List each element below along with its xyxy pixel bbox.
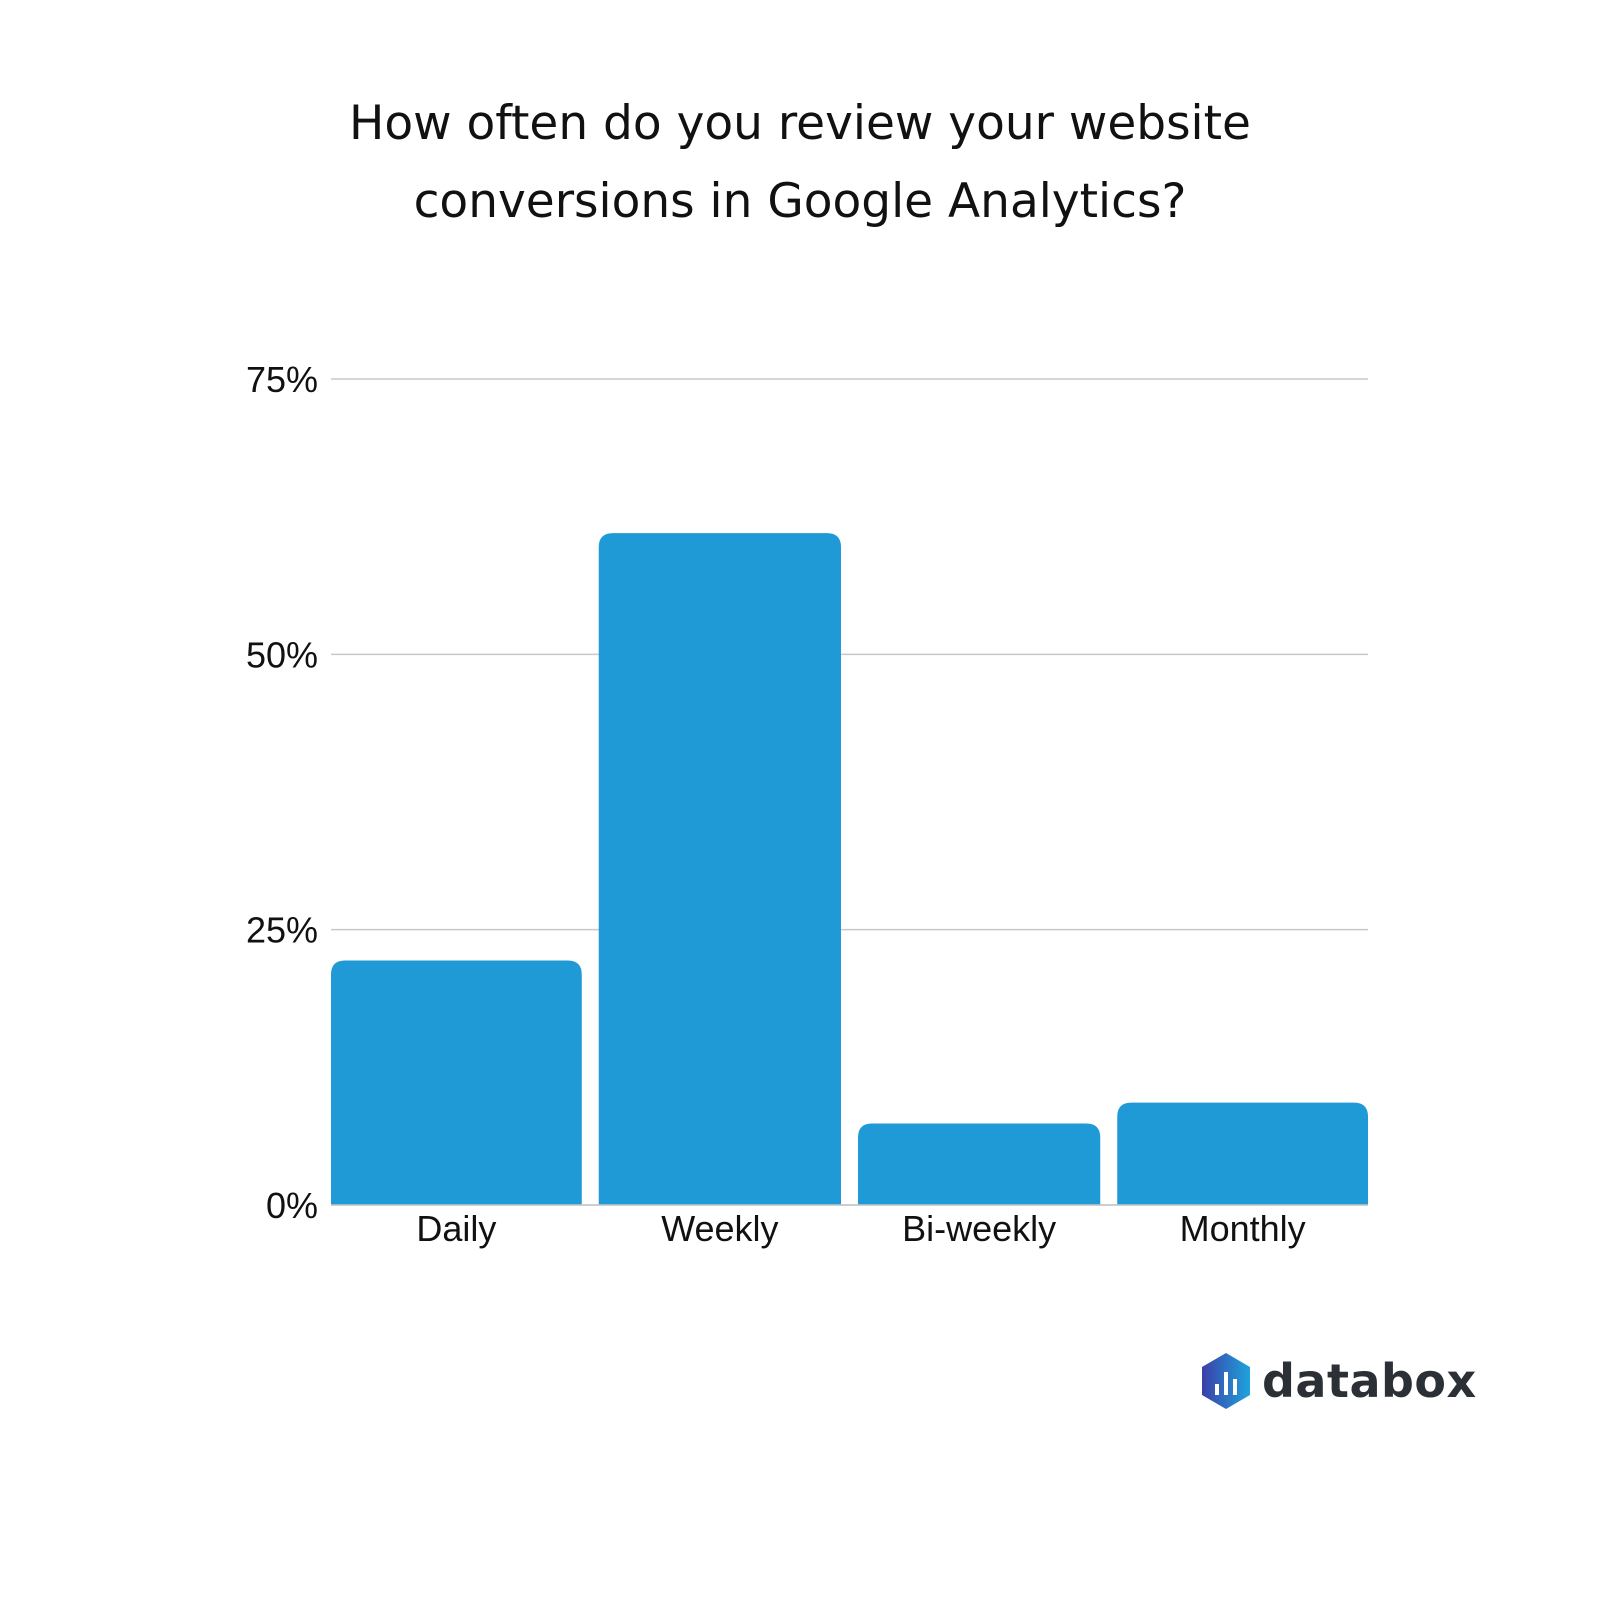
bar-daily (331, 960, 582, 1205)
x-tick-label: Monthly (1180, 1208, 1306, 1249)
bar-weekly (598, 533, 841, 1205)
chart-title: How often do you review your website conv… (349, 96, 1251, 229)
y-tick-label: 25% (246, 910, 318, 951)
bar-bi-weekly (858, 1123, 1101, 1205)
x-tick-label: Bi-weekly (902, 1208, 1056, 1249)
x-tick-label: Weekly (661, 1208, 778, 1249)
y-tick-label: 75% (246, 359, 318, 400)
y-tick-label: 0% (266, 1185, 318, 1226)
databox-logo-icon (1202, 1353, 1250, 1409)
y-tick-label: 50% (246, 634, 318, 675)
databox-logo: databox (1200, 1352, 1477, 1410)
x-tick-label: Daily (416, 1208, 496, 1249)
databox-logo-text: databox (1262, 1354, 1477, 1408)
bar-monthly (1117, 1102, 1368, 1205)
